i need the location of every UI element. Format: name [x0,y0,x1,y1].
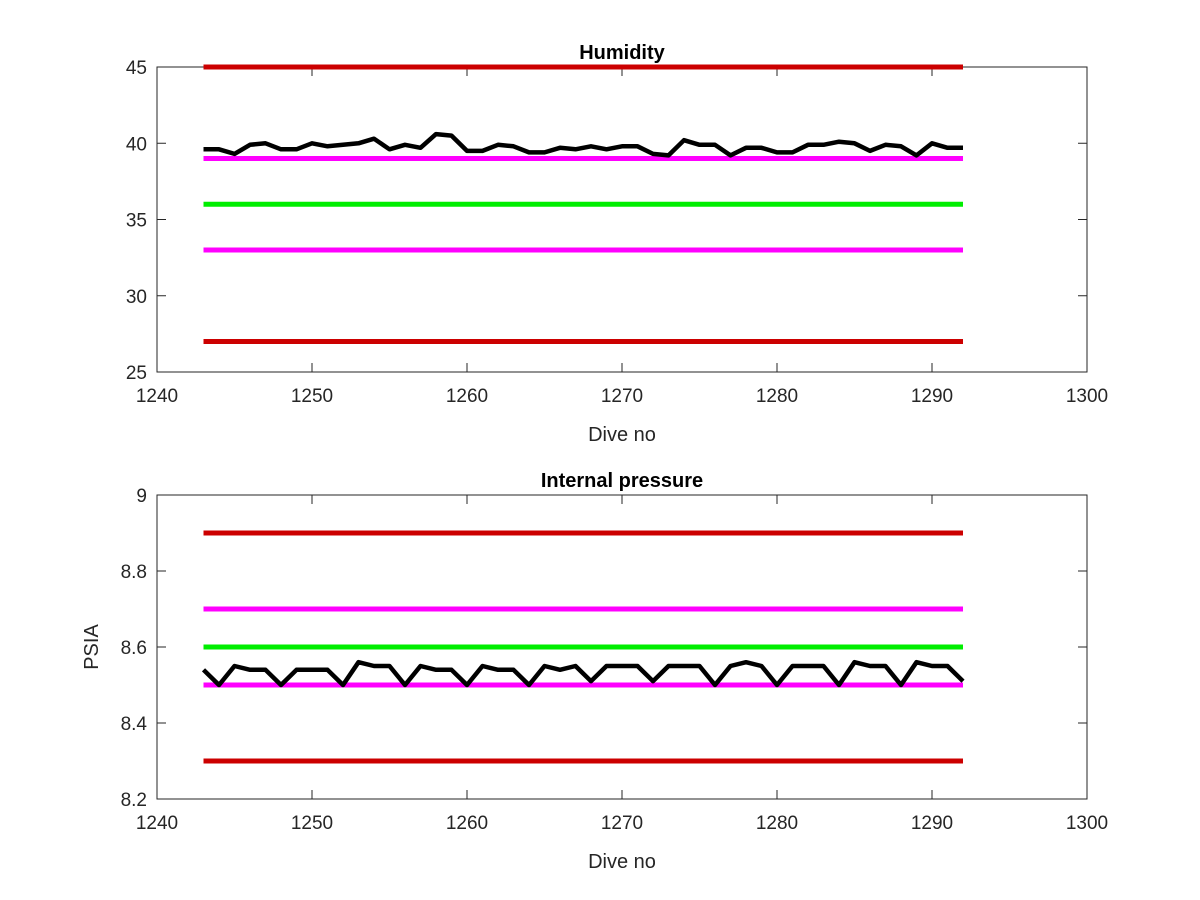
x-axis-label: Dive no [588,424,656,446]
x-tick-label: 1240 [136,386,178,407]
data-series-line [201,659,965,688]
y-axis-label: PSIA [81,624,103,670]
humidity-chart: 1240 1250 1260 1270 1280 1290 1300 25 30 35 40 45 Hu… [126,42,1108,446]
y-tick-label: 25 [126,363,147,384]
x-tick-label: 1260 [446,386,488,407]
data-series-line [203,131,963,158]
x-axis-label: Dive no [588,851,656,873]
y-tick-label: 8.4 [121,714,148,735]
x-tick-label: 1280 [756,813,798,834]
x-tick-label: 1240 [136,813,178,834]
x-tick-label: 1280 [756,386,798,407]
chart-title: Humidity [579,42,665,64]
x-tick-label: 1300 [1066,386,1108,407]
x-tick-label: 1300 [1066,813,1108,834]
y-tick-label: 35 [126,211,147,232]
x-tick-label: 1260 [446,813,488,834]
y-tick-label: 45 [126,58,147,79]
y-tick-label: 30 [126,287,147,308]
internal-pressure-chart: 1240 1250 1260 1270 1280 1290 1300 8.2 8.4 8.6 8.8… [81,470,1108,873]
axes-box [156,66,1088,373]
y-tick-label: 8.2 [121,790,147,811]
x-tick-label: 1250 [291,386,333,407]
x-tick-label: 1290 [911,386,953,407]
x-tick-label: 1250 [291,813,333,834]
x-tick-label: 1270 [601,386,643,407]
y-tick-label: 40 [126,134,147,155]
x-tick-label: 1290 [911,813,953,834]
y-tick-label: 9 [136,486,147,507]
x-tick-label: 1270 [601,813,643,834]
chart-title: Internal pressure [541,470,703,492]
y-tick-label: 8.8 [121,562,147,583]
y-tick-label: 8.6 [121,638,147,659]
